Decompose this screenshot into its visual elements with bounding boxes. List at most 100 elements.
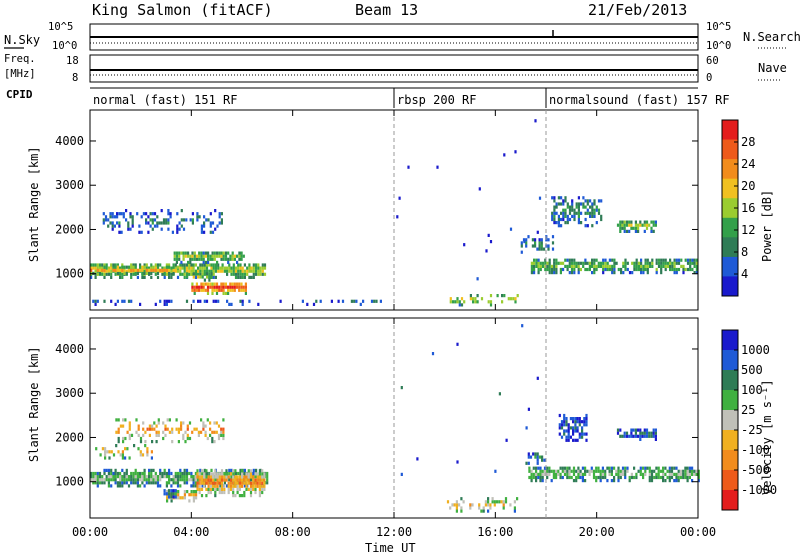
data-cell (238, 494, 241, 498)
data-cell (241, 478, 244, 482)
data-cell (203, 269, 206, 273)
colorbar-frame (721, 329, 739, 511)
data-cell (639, 220, 642, 224)
data-cell (191, 212, 194, 216)
data-cell (602, 261, 605, 265)
data-cell (136, 484, 139, 488)
data-cell (599, 264, 603, 268)
data-cell (117, 450, 120, 454)
data-cell (196, 484, 199, 488)
data-cell (689, 258, 692, 262)
data-cell (652, 229, 655, 233)
data-cell (682, 264, 685, 268)
data-cell (156, 224, 159, 228)
data-cell (557, 202, 560, 206)
data-cell (237, 266, 240, 270)
data-cell (179, 471, 182, 476)
data-cell (168, 430, 171, 434)
data-cell (225, 478, 228, 482)
data-cell (220, 484, 224, 488)
data-cell (137, 447, 140, 451)
data-cell (108, 456, 111, 460)
data-cell (530, 261, 533, 265)
data-cell (200, 494, 204, 498)
data-cell (230, 302, 233, 306)
data-cell (225, 475, 228, 479)
data-cell (624, 264, 627, 268)
data-cell (257, 269, 260, 273)
data-cell (229, 282, 232, 286)
data-cell (557, 221, 560, 225)
data-cell (200, 285, 203, 289)
data-cell (562, 202, 565, 206)
data-cell (679, 472, 683, 476)
data-cell (261, 481, 264, 485)
data-cell (597, 264, 600, 268)
data-cell (206, 285, 210, 289)
data-cell (680, 264, 683, 268)
data-cell (96, 272, 99, 276)
data-cell (116, 268, 119, 272)
data-cell (570, 261, 574, 265)
data-cell (640, 258, 643, 262)
data-cell (110, 450, 113, 454)
data-cell (502, 500, 505, 504)
data-cell (669, 267, 672, 272)
data-cell (167, 489, 171, 493)
data-cell (637, 229, 640, 233)
data-cell (637, 261, 640, 265)
data-cell (241, 481, 244, 485)
data-cell (541, 261, 545, 265)
colorbar-swatch (722, 390, 738, 411)
data-cell (190, 484, 193, 488)
data-cell (581, 429, 584, 433)
data-cell (631, 261, 634, 265)
data-cell (252, 481, 255, 485)
data-cell (134, 468, 137, 472)
data-cell (478, 506, 481, 510)
data-cell (552, 475, 555, 480)
data-cell (513, 506, 516, 510)
data-cell (211, 221, 215, 225)
data-cell (191, 285, 194, 289)
data-cell (186, 424, 189, 428)
data-cell (168, 263, 171, 267)
data-cell (613, 267, 616, 272)
data-cell (123, 481, 126, 485)
data-cell (247, 481, 250, 485)
data-cell (242, 254, 245, 258)
data-cell (204, 424, 207, 428)
data-cell (165, 265, 168, 269)
data-cell (206, 272, 209, 276)
data-cell (211, 257, 214, 261)
data-cell (539, 472, 542, 476)
data-cell (179, 272, 182, 276)
data-cell (243, 478, 246, 482)
data-cell (263, 484, 266, 488)
data-cell (103, 263, 106, 267)
data-cell (551, 196, 554, 200)
cpid-label: CPID (6, 88, 33, 101)
data-cell (673, 466, 676, 470)
data-cell (610, 466, 613, 470)
data-cell (120, 212, 123, 216)
data-cell (233, 285, 236, 289)
data-cell (532, 472, 535, 476)
data-cell (584, 224, 587, 228)
data-cell (255, 468, 258, 472)
data-cell (228, 263, 231, 267)
data-cell (258, 475, 261, 479)
colorbar-tick-label: -1000 (741, 483, 777, 497)
data-cell (140, 230, 143, 234)
data-cell (127, 221, 130, 225)
data-cell (183, 493, 186, 497)
cpid-segment-label: normal (fast) 151 RF (93, 93, 238, 107)
data-cell (655, 258, 658, 262)
data-cell (237, 272, 240, 276)
data-cell (207, 487, 210, 491)
data-cell (163, 299, 166, 303)
data-cell (139, 475, 142, 479)
data-cell (199, 266, 202, 270)
data-cell (143, 484, 146, 488)
